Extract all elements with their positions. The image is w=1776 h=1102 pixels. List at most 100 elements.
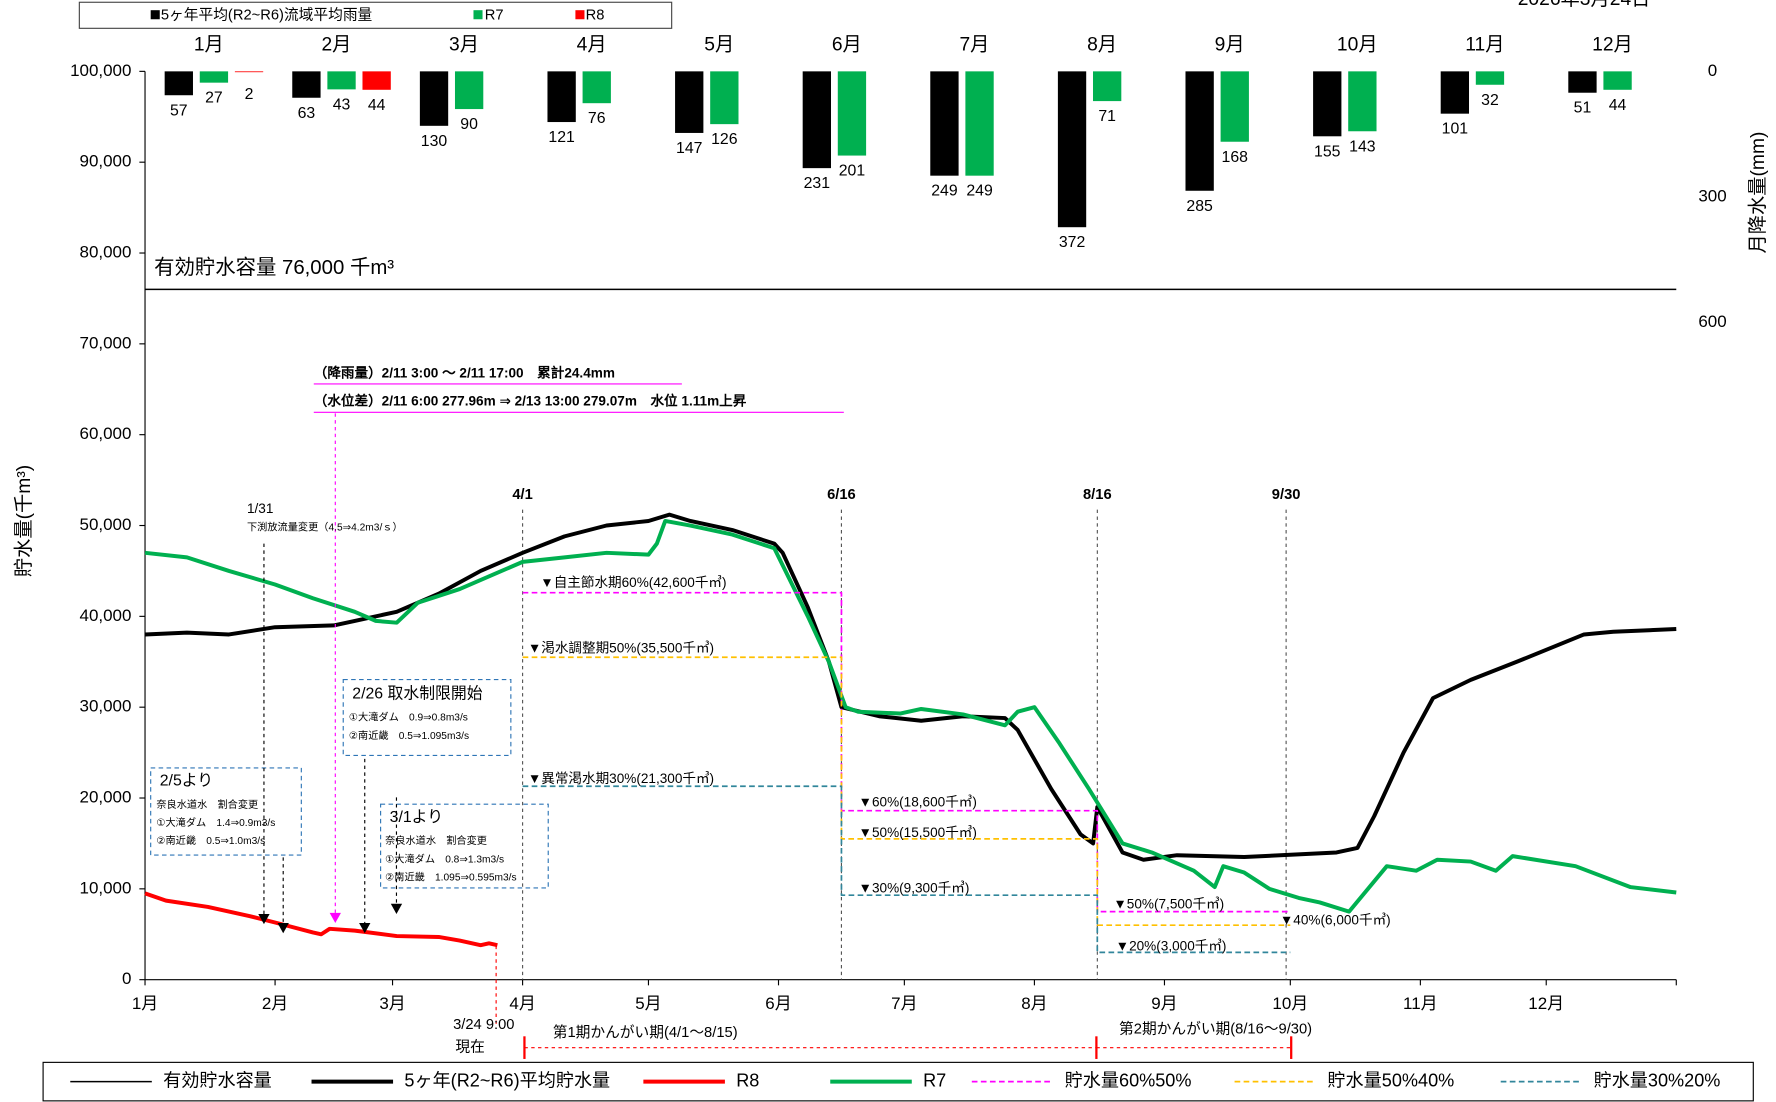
month-label: 3月 xyxy=(449,34,479,55)
x-tick-label: 6月 xyxy=(765,994,791,1013)
rain-bar xyxy=(1220,71,1249,142)
y-tick-label: 80,000 xyxy=(80,243,132,262)
rain-bar xyxy=(164,71,193,96)
rain-label: 71 xyxy=(1098,108,1116,125)
rain-label: 372 xyxy=(1059,234,1086,251)
annotation-box xyxy=(150,767,302,856)
rain-label: 32 xyxy=(1481,92,1499,109)
month-label: 4月 xyxy=(577,34,607,55)
x-tick-label: 9月 xyxy=(1151,994,1177,1013)
arrow-head xyxy=(390,903,403,914)
month-label: 1月 xyxy=(194,34,224,55)
series-line xyxy=(144,519,1677,914)
x-tick-label: 5月 xyxy=(635,994,661,1013)
annotation: 下渕放流量変更（4.5⇒4.2m3/ｓ） xyxy=(247,520,403,533)
rain-label: 2 xyxy=(245,86,254,103)
annotation: 3/1より xyxy=(390,809,443,826)
rain-label: 90 xyxy=(460,116,478,133)
annotation: 3/24 9:00 xyxy=(453,1017,514,1033)
rain-label: 43 xyxy=(333,96,351,113)
y2-tick-label: 0 xyxy=(1708,61,1717,80)
rain-bar xyxy=(710,71,739,125)
annotation: 2/26 取水制限開始 xyxy=(352,684,482,702)
annotation: 2/5より xyxy=(160,773,213,790)
annotation: ①大滝ダム 0.8⇒1.3m3/s xyxy=(385,852,504,865)
x-tick-label: 2月 xyxy=(262,994,288,1013)
rain-label: 201 xyxy=(839,163,866,180)
rain-label: 285 xyxy=(1186,198,1213,215)
rain-bar xyxy=(1313,71,1342,137)
rain-label: 57 xyxy=(170,102,188,119)
legend-label: 貯水量60%50% xyxy=(1065,1070,1192,1090)
rain-bar xyxy=(199,71,229,83)
rain-label: 249 xyxy=(966,183,993,200)
annotation: 奈良水道水 割合変更 xyxy=(156,798,258,811)
annotation-box xyxy=(342,678,512,756)
x-tick-label: 4月 xyxy=(509,994,535,1013)
rain-bar xyxy=(419,71,449,126)
month-label: 5月 xyxy=(704,34,734,55)
series-line xyxy=(144,891,498,948)
rain-bar xyxy=(802,71,831,169)
arrow-head xyxy=(277,923,289,934)
legend-label: R8 xyxy=(736,1070,759,1090)
legend-swatch xyxy=(150,10,160,20)
month-label: 8月 xyxy=(1087,34,1117,55)
month-label: 7月 xyxy=(959,34,989,55)
y-axis-label: 貯水量(千m³) xyxy=(13,465,35,577)
rain-bar xyxy=(1092,71,1122,102)
y-tick-label: 10,000 xyxy=(80,878,132,897)
y-tick-label: 90,000 xyxy=(80,152,132,171)
annotation: ①大滝ダム 0.9⇒0.8m3/s xyxy=(349,711,468,724)
x-tick-label: 3月 xyxy=(379,994,405,1013)
annotation: 第2期かんがい期(8/16～9/30) xyxy=(1119,1019,1312,1037)
period-label: 6/16 xyxy=(827,487,856,503)
rain-label: 126 xyxy=(711,131,738,148)
rain-label: 76 xyxy=(588,110,606,127)
rain-label: 155 xyxy=(1314,143,1341,160)
annotation: 現在 xyxy=(455,1039,484,1056)
month-label: 9月 xyxy=(1215,34,1245,55)
y-tick-label: 0 xyxy=(122,969,131,988)
annotation: ▼50%(15,500千㎥) xyxy=(859,825,977,840)
rain-bar xyxy=(234,71,264,73)
rain-bar xyxy=(1568,71,1597,93)
legend-label: R7 xyxy=(923,1070,946,1090)
x-tick-label: 10月 xyxy=(1272,994,1308,1013)
rain-bar xyxy=(1440,71,1470,114)
rain-bar xyxy=(675,71,704,133)
rain-bar xyxy=(1603,71,1632,90)
series-line xyxy=(522,656,1291,927)
x-tick-label: 7月 xyxy=(891,994,917,1013)
month-label: 6月 xyxy=(832,34,862,55)
y2-tick-label: 300 xyxy=(1698,187,1726,206)
y-tick-label: 20,000 xyxy=(80,787,132,806)
period-label: 8/16 xyxy=(1083,487,1112,503)
legend-label: 貯水量50%40% xyxy=(1327,1070,1454,1090)
legend-label: 有効貯水容量 xyxy=(163,1070,272,1090)
annotation-box xyxy=(380,803,549,889)
annotation: ▼自主節水期60%(42,600千㎥) xyxy=(540,575,726,590)
x-tick-label: 11月 xyxy=(1403,994,1438,1013)
legend-swatch xyxy=(575,10,585,20)
x-tick-label: 1月 xyxy=(132,994,158,1013)
y2-tick-label: 600 xyxy=(1698,312,1726,331)
rain-bar xyxy=(837,71,867,156)
rain-label: 44 xyxy=(368,97,386,114)
rain-label: 168 xyxy=(1222,149,1249,166)
rain-label: 44 xyxy=(1609,97,1627,114)
arrow-head xyxy=(258,913,270,925)
annotation: ①大滝ダム 1.4⇒0.9m3/s xyxy=(156,816,275,829)
x-tick-label: 12月 xyxy=(1528,994,1564,1013)
rain-label: 231 xyxy=(804,175,831,192)
rain-bar xyxy=(1348,71,1377,132)
rain-label: 130 xyxy=(421,133,448,150)
arrow-head xyxy=(359,923,371,934)
series-line xyxy=(522,591,1291,913)
y-tick-label: 50,000 xyxy=(80,515,132,534)
y-tick-label: 100,000 xyxy=(70,61,131,80)
rain-bar xyxy=(1475,71,1505,85)
annotation: ▼30%(9,300千㎥) xyxy=(859,881,970,896)
annotation: 第1期かんがい期(4/1～8/15) xyxy=(553,1023,738,1041)
